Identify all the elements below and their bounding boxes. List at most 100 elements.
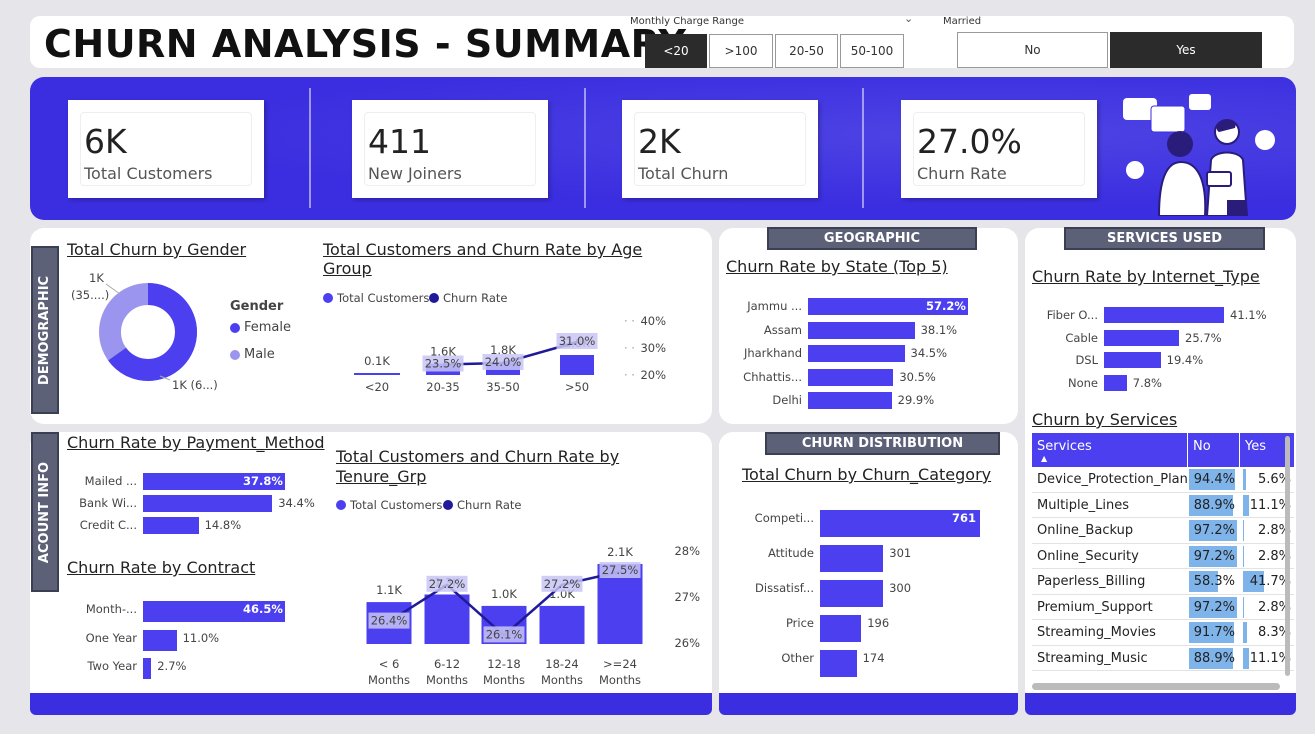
age-rate-label: 23.5% — [425, 357, 462, 371]
age-y2-tick: 30% — [640, 341, 666, 355]
tenure-category-label: 18-24 — [545, 657, 578, 671]
internet-label: None — [1067, 375, 1098, 390]
category-label: Competi... — [754, 511, 814, 525]
category-label: Attitude — [767, 546, 814, 560]
table-header-services[interactable]: Services ▲ — [1032, 433, 1187, 467]
category-bar[interactable] — [820, 510, 980, 537]
internet-label: DSL — [1075, 353, 1098, 367]
age-y2-tick: 20% — [640, 368, 666, 382]
table-row[interactable]: Online_Security 97.2% 2.8% — [1032, 544, 1294, 569]
gender-male-value-bot: (35....) — [71, 288, 110, 302]
state-label: Delhi — [772, 393, 802, 407]
age-rate-label: 24.0% — [485, 355, 522, 369]
table-cell-no: 97.2% — [1189, 596, 1238, 618]
internet-bar[interactable] — [1104, 374, 1127, 391]
kpi-value: 6K — [84, 122, 127, 161]
state-bar[interactable] — [808, 368, 894, 386]
state-value: 57.2% — [926, 299, 966, 313]
category-bar[interactable] — [820, 545, 884, 572]
state-bar[interactable] — [808, 321, 915, 339]
table-row[interactable]: Device_Protection_Plan 94.4% 5.6% — [1032, 467, 1294, 493]
table-cell-service: Streaming_Music — [1037, 650, 1148, 666]
state-chart-title: Churn Rate by State (Top 5) — [726, 257, 948, 276]
table-row[interactable]: Streaming_Movies 91.7% 8.3% — [1032, 620, 1294, 646]
payment-bar[interactable] — [143, 495, 273, 512]
section-tag-geographic: GEOGRAPHIC — [767, 227, 977, 250]
page-title: CHURN ANALYSIS - SUMMARY — [44, 22, 687, 66]
table-horizontal-scrollbar[interactable] — [1032, 683, 1280, 690]
state-label: Jharkhand — [743, 346, 802, 360]
contract-value: 2.7% — [157, 659, 187, 673]
table-row[interactable]: Paperless_Billing 58.3% 41.7% — [1032, 569, 1294, 595]
slicer-married-no[interactable]: No — [957, 32, 1108, 68]
kpi-total-churn: 2K Total Churn — [622, 100, 818, 198]
age-y2-tick-dots: · · — [624, 314, 635, 328]
kpi-label: Total Customers — [84, 164, 213, 183]
age-bar[interactable] — [354, 373, 400, 375]
category-label: Other — [781, 651, 814, 665]
tenure-y2-tick: 28% — [674, 544, 700, 558]
contract-bar[interactable] — [143, 601, 285, 622]
tenure-rate-label: 27.2% — [429, 577, 466, 591]
category-bar[interactable] — [820, 580, 884, 607]
payment-label: Mailed ... — [84, 474, 137, 488]
payment-bar[interactable] — [143, 517, 199, 534]
table-vertical-scrollbar[interactable] — [1285, 436, 1290, 676]
table-cell-service: Streaming_Movies — [1037, 625, 1156, 640]
slicer-charge-20-50[interactable]: 20-50 — [775, 34, 838, 68]
slicer-charge-gt100[interactable]: >100 — [709, 34, 773, 68]
age-customer-label: 0.1K — [364, 354, 390, 368]
slicer-married-yes[interactable]: Yes — [1110, 32, 1262, 68]
contract-bar[interactable] — [143, 658, 152, 679]
slicer-charge-50-100[interactable]: 50-100 — [840, 34, 904, 68]
services-bottom-band — [1025, 693, 1296, 715]
age-rate-label-bg — [482, 354, 524, 370]
section-tag-demographic: DEMOGRAPHIC — [31, 246, 59, 414]
internet-bar[interactable] — [1104, 329, 1180, 346]
state-label: Chhattis... — [743, 369, 802, 384]
table-header-no[interactable]: No — [1187, 433, 1239, 467]
payment-chart-title: Churn Rate by Payment_Method — [67, 433, 325, 452]
kpi-value: 411 — [368, 122, 431, 161]
table-row[interactable]: Multiple_Lines 88.9% 11.1% — [1032, 493, 1294, 518]
table-header-yes[interactable]: Yes — [1239, 433, 1294, 467]
table-cell-yes: 11.1% — [1243, 647, 1294, 669]
category-label: Price — [785, 616, 814, 630]
payment-value: 34.4% — [278, 496, 315, 510]
table-row[interactable]: Online_Backup 97.2% 2.8% — [1032, 518, 1294, 544]
internet-bar[interactable] — [1104, 307, 1224, 323]
age-bar[interactable] — [560, 355, 594, 375]
kpi-new-joiners: 411 New Joiners — [352, 100, 548, 198]
tenure-bar[interactable] — [424, 594, 470, 644]
tenure-customer-label: 1.0K — [491, 587, 517, 601]
chevron-down-icon[interactable]: ⌄ — [904, 12, 914, 25]
category-value: 761 — [951, 511, 976, 525]
category-bar[interactable] — [820, 615, 862, 642]
slicer-charge-lt20[interactable]: <20 — [645, 34, 707, 68]
internet-bar[interactable] — [1104, 352, 1161, 368]
kpi-divider — [309, 88, 311, 208]
state-bar[interactable] — [808, 392, 892, 409]
internet-label: Fiber O... — [1046, 308, 1098, 322]
tenure-category-label: Months — [426, 673, 468, 687]
table-cell-yes: 8.3% — [1243, 622, 1294, 643]
donut-leader-lines — [105, 283, 171, 381]
table-row[interactable]: Streaming_Music 88.9% 11.1% — [1032, 646, 1294, 671]
category-bar[interactable] — [820, 650, 857, 677]
state-bar[interactable] — [808, 298, 968, 315]
state-value: 30.5% — [899, 369, 936, 384]
payment-bar[interactable] — [143, 473, 285, 490]
contract-value: 11.0% — [182, 630, 220, 645]
state-value: 38.1% — [920, 322, 958, 337]
contract-bar[interactable] — [143, 629, 177, 651]
table-row[interactable]: Premium_Support 97.2% 2.8% — [1032, 595, 1294, 620]
tenure-rate-label-bg — [426, 575, 468, 592]
age-chart-title: Total Customers and Churn Rate by Age Gr… — [323, 240, 643, 278]
table-cell-no: 94.4% — [1189, 469, 1238, 490]
age-category-label: 35-50 — [486, 380, 519, 394]
tenure-rate-label-bg — [599, 562, 641, 578]
tenure-category-label: 6-12 — [434, 657, 460, 671]
tenure-bar[interactable] — [539, 605, 585, 644]
age-legend-customers: Total Customers — [323, 291, 429, 305]
state-bar[interactable] — [808, 345, 905, 362]
